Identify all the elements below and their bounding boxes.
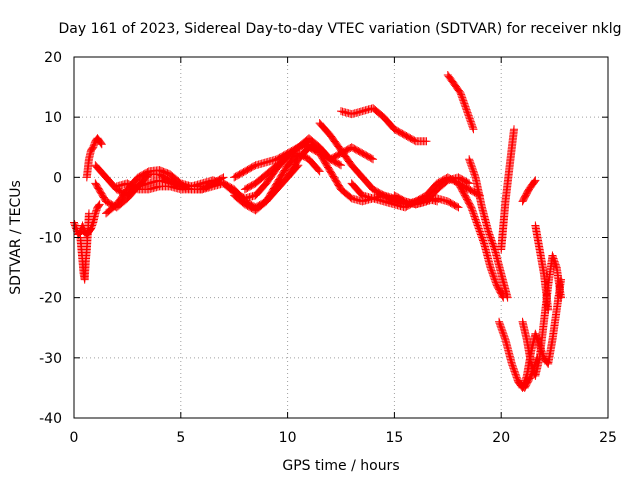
series-arc-26 [518,176,540,206]
data-point [510,125,519,134]
x-tick-label: 15 [385,430,403,446]
series-arc-15 [337,104,431,146]
data-point [453,202,462,211]
data-point [454,203,463,212]
data-point [367,154,376,163]
series-arc-20 [465,155,512,302]
series-arc-25 [531,221,553,314]
y-axis-label: SDTVAR / TECUs [8,180,24,295]
x-axis-label: GPS time / hours [282,458,399,474]
series-arc-17 [390,173,474,209]
data-point [531,176,540,185]
data-point [94,202,103,211]
data-point [557,293,566,302]
data-point [84,209,93,218]
y-tick-label: 20 [44,50,62,66]
y-tick-label: -20 [39,291,62,307]
y-tick-label: -40 [39,411,62,427]
series-arc-10 [230,161,303,215]
data-point [544,305,553,314]
y-tick-label: -10 [39,231,62,247]
data-point [96,138,105,147]
data-point [529,178,538,187]
series-arc-12 [230,137,313,182]
data-point [315,167,324,176]
series-arc-18 [443,71,478,134]
series-arc-21 [497,125,519,254]
x-tick-label: 0 [70,430,79,446]
data-point [97,140,106,149]
data-point [335,160,344,169]
data-point [95,200,104,209]
data-point [87,145,96,154]
data-point [422,137,431,146]
axis-ticks: 0 5 10 15 20 25 -40 -30 -20 -10 0 10 20 [39,50,617,446]
chart-title: Day 161 of 2023, Sidereal Day-to-day VTE… [59,21,622,37]
y-tick-label: 10 [44,110,62,126]
data-point [530,177,539,186]
x-tick-label: 10 [279,430,297,446]
data-point [314,166,323,175]
series-arc-3 [82,134,106,182]
series-arc-6 [102,166,207,218]
data-point [337,161,345,170]
data-point [97,139,106,148]
x-tick-label: 5 [176,430,185,446]
x-tick-label: 20 [492,430,510,446]
data-point [94,201,103,210]
series-arc-2 [76,209,93,284]
data-points [70,71,566,392]
y-tick-label: 0 [53,170,62,186]
y-tick-label: -30 [39,351,62,367]
data-point [74,229,83,238]
data-point [465,179,474,188]
x-tick-label: 25 [599,430,617,446]
data-point [463,178,472,187]
data-point [503,293,512,302]
data-point [469,125,478,134]
data-point [369,155,378,164]
data-point [468,123,477,132]
